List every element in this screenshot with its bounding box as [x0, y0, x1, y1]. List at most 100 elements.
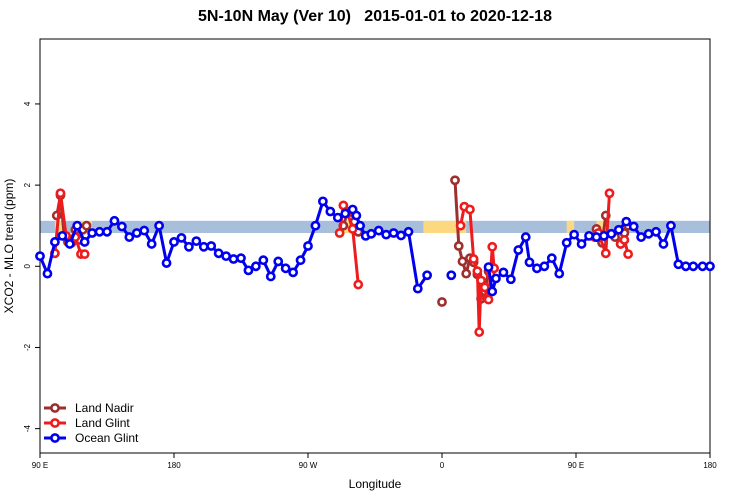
data-point [325, 206, 336, 217]
data-point [621, 216, 632, 227]
data-point [450, 175, 460, 186]
data-point [532, 263, 542, 274]
x-tick-label: 180 [167, 461, 181, 470]
data-point [651, 226, 661, 237]
y-tick-label: 2 [23, 182, 32, 187]
data-point [191, 236, 202, 247]
data-point [591, 232, 602, 242]
data-point [116, 221, 127, 232]
data-point [183, 241, 194, 252]
data-point [139, 225, 150, 236]
data-point [35, 251, 45, 262]
data-point [584, 230, 594, 241]
legend-marker [50, 433, 60, 443]
data-point [213, 248, 224, 259]
data-point [628, 221, 639, 232]
data-point [604, 188, 615, 199]
data-point [353, 279, 364, 290]
data-point [513, 245, 524, 255]
data-point [483, 294, 494, 305]
data-point [606, 228, 617, 239]
data-point [643, 228, 654, 239]
data-point [613, 224, 624, 235]
data-point [340, 208, 351, 219]
y-tick-label: 0 [23, 264, 32, 269]
legend-marker [50, 403, 60, 413]
series-land-nadir [51, 175, 634, 307]
data-point [412, 283, 423, 294]
band-land [423, 220, 467, 234]
data-point [124, 232, 135, 242]
data-point [505, 274, 516, 285]
data-point [258, 255, 269, 266]
data-point [437, 297, 447, 307]
data-point [351, 210, 362, 221]
data-point [453, 241, 464, 251]
data-point [688, 261, 699, 272]
data-point [422, 270, 433, 281]
legend-label: Land Nadir [75, 401, 134, 415]
data-point [109, 215, 120, 226]
data-point [334, 228, 345, 238]
data-point [310, 220, 321, 231]
data-point [169, 237, 179, 247]
data-point [623, 249, 634, 260]
data-point [42, 268, 53, 279]
data-point [403, 226, 414, 237]
data-point [396, 230, 406, 241]
data-point [64, 239, 75, 249]
y-axis-label: XCO2 - MLO trend (ppm) [2, 179, 16, 314]
data-point [72, 220, 83, 231]
data-point [79, 237, 90, 247]
y-axis: -4 -2 0 2 4 [23, 101, 40, 432]
data-point [600, 248, 611, 259]
data-point [388, 228, 399, 238]
data-point [680, 261, 691, 272]
series-ocean-glint [35, 196, 715, 297]
x-tick-label: 0 [440, 461, 445, 470]
data-point [49, 237, 60, 247]
chart-title: 5N-10N May (Ver 10) 2015-01-01 to 2020-1… [198, 8, 552, 25]
data-point [468, 254, 479, 264]
data-point [599, 230, 609, 241]
data-point [561, 237, 572, 248]
data-point [483, 262, 494, 273]
data-point [280, 263, 291, 274]
data-point [636, 232, 647, 242]
x-tick-label: 90 E [32, 461, 48, 470]
data-point [455, 220, 466, 231]
data-point [94, 226, 105, 237]
data-point [55, 188, 66, 199]
x-tick-label: 90 W [299, 461, 318, 470]
data-point [487, 286, 498, 297]
data-point [373, 225, 384, 236]
data-point [243, 265, 254, 276]
data-point [236, 253, 246, 264]
band-land [596, 220, 608, 234]
data-point [658, 239, 669, 249]
band-ocean [40, 220, 710, 234]
data-point [546, 253, 557, 264]
data-point [295, 255, 306, 266]
legend-label: Ocean Glint [75, 431, 139, 445]
y-tick-label: -2 [23, 343, 32, 351]
data-point [221, 251, 232, 262]
plot-frame [39, 38, 711, 454]
legend-marker [50, 418, 60, 428]
data-point [228, 254, 239, 264]
data-point [332, 212, 343, 223]
data-point [131, 228, 142, 238]
data-point [154, 220, 165, 231]
data-point [87, 228, 98, 238]
data-point [524, 257, 535, 268]
x-tick-label: 180 [703, 461, 717, 470]
data-point [576, 239, 587, 249]
data-point [381, 229, 392, 240]
data-point [673, 259, 684, 270]
band-land [566, 220, 575, 234]
data-point [697, 261, 708, 272]
data-point [81, 220, 92, 231]
data-point [539, 261, 550, 272]
